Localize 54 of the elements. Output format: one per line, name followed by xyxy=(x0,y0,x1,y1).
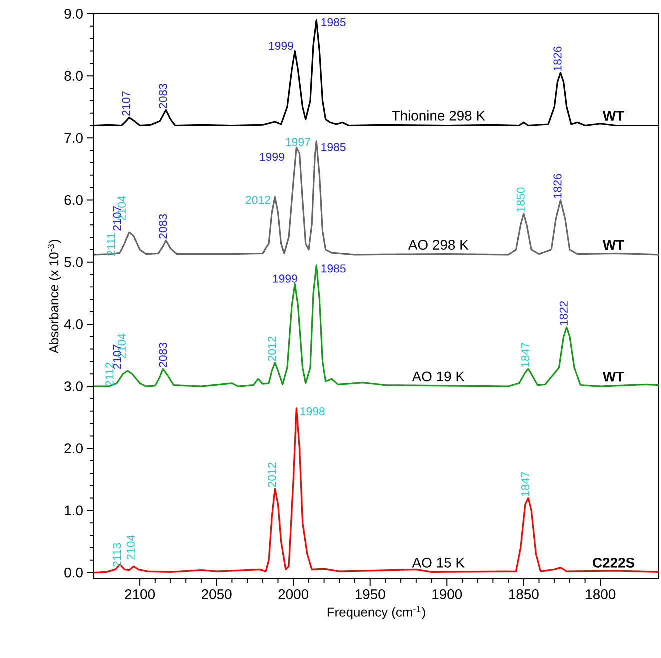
y-tick-label: 6.0 xyxy=(64,195,83,206)
y-tick-label: 0.0 xyxy=(64,568,83,578)
annotation: 1850 xyxy=(516,188,525,212)
annotation: 2111 xyxy=(107,233,116,256)
x-tick-label: 1850 xyxy=(509,590,539,600)
annotation: WT xyxy=(602,240,625,250)
annotation: 2012 xyxy=(246,196,270,204)
y-tick-label: 4.0 xyxy=(64,319,83,330)
annotation: WT xyxy=(602,372,625,382)
series-label: AO 15 K xyxy=(412,558,465,568)
y-tick-label: 2.0 xyxy=(64,444,83,454)
annotation: 1985 xyxy=(322,143,346,152)
line-series xyxy=(93,407,660,574)
series-label: AO 19 K xyxy=(412,372,465,382)
annotation: 2083 xyxy=(159,342,168,368)
annotation: 1822 xyxy=(560,301,568,326)
annotation: 2112 xyxy=(106,362,114,386)
annotation: 1847 xyxy=(521,472,530,496)
x-tick-label: 1900 xyxy=(432,590,462,600)
annotation: 1999 xyxy=(269,42,294,50)
y-axis-title: Absorbance (x 10$^{-3}$) xyxy=(48,240,62,354)
series-label: Thionine 298 K xyxy=(392,110,486,121)
annotation: 2012 xyxy=(268,462,276,488)
y-tick-label: 9.0 xyxy=(64,9,83,19)
y-tick-label: 5.0 xyxy=(64,257,83,268)
x-tick-label: 2000 xyxy=(278,590,309,600)
y-tick-label: 1.0 xyxy=(65,506,83,516)
annotation: 1985 xyxy=(322,264,346,273)
annotation: C222S xyxy=(593,558,635,568)
annotation: 2107 xyxy=(122,92,130,116)
annotation: 1999 xyxy=(273,274,298,283)
annotation: 1998 xyxy=(300,407,325,416)
annotation: 1999 xyxy=(260,152,284,162)
annotation: 1826 xyxy=(554,46,562,71)
annotation: 2104 xyxy=(126,535,135,560)
y-tick-label: 8.0 xyxy=(64,71,83,82)
x-tick-label: 2050 xyxy=(202,590,232,600)
x-tick-label: 2100 xyxy=(125,590,156,600)
y-tick-label: 7.0 xyxy=(64,133,83,144)
line-series xyxy=(93,140,660,256)
annotation: 2083 xyxy=(159,214,168,239)
annotation: 2083 xyxy=(159,84,168,108)
annotation: 1847 xyxy=(521,343,530,368)
x-axis-title: Frequency (cm$^{-1}$) xyxy=(328,606,426,620)
x-tick-label: 1800 xyxy=(586,590,616,600)
series-label: AO 298 K xyxy=(408,240,469,250)
annotation: 1985 xyxy=(322,18,346,27)
annotation: 2113 xyxy=(113,543,122,567)
x-tick-label: 1950 xyxy=(356,590,386,600)
annotation: 2012 xyxy=(268,336,276,362)
annotation: 1826 xyxy=(554,174,562,198)
annotation: WT xyxy=(602,111,625,121)
annotation: 1997 xyxy=(286,138,310,146)
y-tick-label: 3.0 xyxy=(64,382,83,392)
